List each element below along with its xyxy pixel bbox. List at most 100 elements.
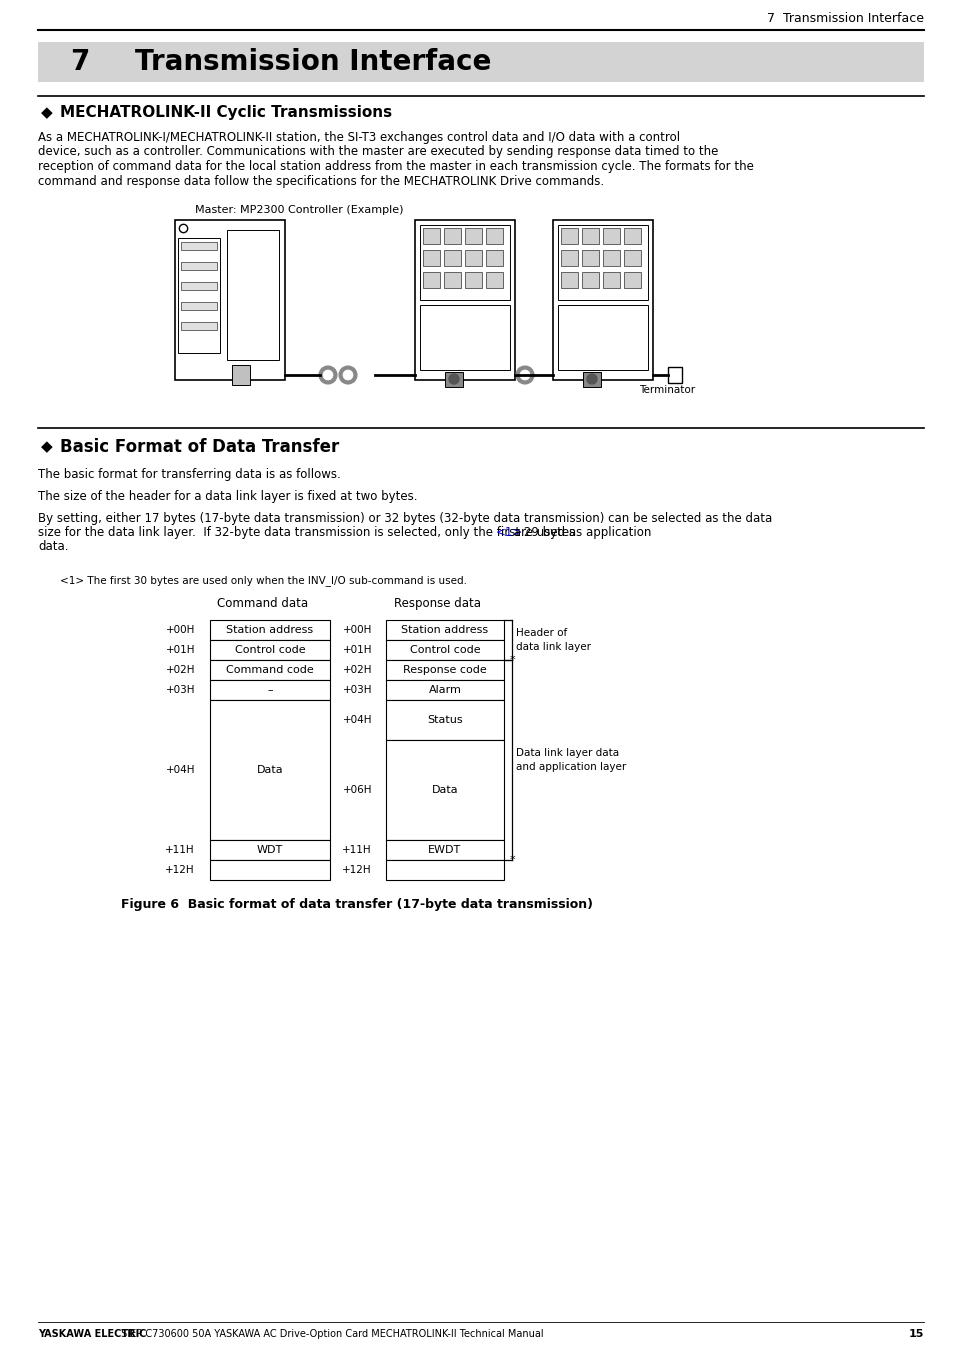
Text: device, such as a controller. Communications with the master are executed by sen: device, such as a controller. Communicat… bbox=[38, 146, 718, 158]
Text: YASKAWA ELECTRIC: YASKAWA ELECTRIC bbox=[38, 1328, 146, 1339]
Bar bbox=[553, 220, 652, 379]
Bar bbox=[386, 640, 503, 660]
Text: Header of
data link layer: Header of data link layer bbox=[516, 628, 590, 652]
Bar bbox=[386, 840, 503, 860]
Bar bbox=[181, 242, 216, 250]
Bar bbox=[181, 262, 216, 270]
Text: 15: 15 bbox=[907, 1328, 923, 1339]
Text: WDT: WDT bbox=[256, 845, 283, 855]
Text: *: * bbox=[509, 855, 515, 865]
Bar bbox=[386, 620, 503, 640]
Text: +11H: +11H bbox=[342, 845, 372, 855]
Text: Data link layer data
and application layer: Data link layer data and application lay… bbox=[516, 748, 625, 772]
Bar bbox=[602, 228, 619, 244]
Bar bbox=[464, 271, 481, 288]
Bar bbox=[419, 225, 510, 300]
Circle shape bbox=[519, 370, 530, 379]
Bar bbox=[443, 228, 460, 244]
Bar bbox=[422, 228, 439, 244]
Bar bbox=[443, 271, 460, 288]
Bar bbox=[667, 367, 681, 383]
Text: +12H: +12H bbox=[342, 865, 372, 875]
Text: Data: Data bbox=[432, 784, 457, 795]
Circle shape bbox=[516, 366, 534, 383]
Text: +01H: +01H bbox=[165, 645, 194, 655]
Circle shape bbox=[318, 366, 336, 383]
Text: As a MECHATROLINK-I/MECHATROLINK-II station, the SI-T3 exchanges control data an: As a MECHATROLINK-I/MECHATROLINK-II stat… bbox=[38, 131, 679, 144]
Text: +00H: +00H bbox=[166, 625, 194, 634]
Bar bbox=[560, 271, 578, 288]
Bar bbox=[485, 271, 502, 288]
Bar bbox=[386, 701, 503, 740]
Text: Station address: Station address bbox=[226, 625, 314, 634]
Bar bbox=[558, 225, 647, 300]
Text: +00H: +00H bbox=[342, 625, 372, 634]
Text: +03H: +03H bbox=[165, 684, 194, 695]
Bar bbox=[560, 250, 578, 266]
Text: +12H: +12H bbox=[165, 865, 194, 875]
Text: +11H: +11H bbox=[165, 845, 194, 855]
Circle shape bbox=[449, 374, 458, 383]
Text: Response code: Response code bbox=[403, 666, 486, 675]
Bar bbox=[623, 271, 640, 288]
Bar bbox=[464, 228, 481, 244]
Bar bbox=[386, 680, 503, 701]
Text: <1>: <1> bbox=[496, 526, 522, 539]
Text: MECHATROLINK-II Cyclic Transmissions: MECHATROLINK-II Cyclic Transmissions bbox=[60, 105, 392, 120]
Text: data.: data. bbox=[38, 540, 69, 553]
Bar bbox=[210, 860, 330, 880]
Bar bbox=[422, 271, 439, 288]
Bar bbox=[581, 250, 598, 266]
Text: +04H: +04H bbox=[165, 765, 194, 775]
Bar bbox=[602, 271, 619, 288]
Bar bbox=[422, 250, 439, 266]
Bar bbox=[581, 228, 598, 244]
Bar bbox=[210, 620, 330, 640]
Text: command and response data follow the specifications for the MECHATROLINK Drive c: command and response data follow the spe… bbox=[38, 174, 603, 188]
Bar bbox=[174, 220, 285, 379]
Text: 7  Transmission Interface: 7 Transmission Interface bbox=[766, 12, 923, 26]
Text: The basic format for transferring data is as follows.: The basic format for transferring data i… bbox=[38, 468, 340, 481]
Bar bbox=[210, 660, 330, 680]
Text: Station address: Station address bbox=[401, 625, 488, 634]
Text: The size of the header for a data link layer is fixed at two bytes.: The size of the header for a data link l… bbox=[38, 490, 417, 504]
Text: Master: MP2300 Controller (Example): Master: MP2300 Controller (Example) bbox=[194, 205, 403, 215]
Bar bbox=[232, 364, 250, 385]
Bar bbox=[386, 860, 503, 880]
Bar bbox=[181, 282, 216, 290]
Bar bbox=[227, 230, 278, 360]
Bar bbox=[181, 323, 216, 329]
Text: +02H: +02H bbox=[165, 666, 194, 675]
Bar bbox=[581, 271, 598, 288]
Bar bbox=[485, 228, 502, 244]
Text: Control code: Control code bbox=[409, 645, 479, 655]
Text: are used as application: are used as application bbox=[510, 526, 651, 539]
Text: +04H: +04H bbox=[342, 716, 372, 725]
Text: ◆: ◆ bbox=[41, 440, 52, 455]
Circle shape bbox=[586, 374, 597, 383]
Bar bbox=[582, 373, 600, 387]
Bar bbox=[181, 302, 216, 311]
Text: Alarm: Alarm bbox=[428, 684, 461, 695]
Text: reception of command data for the local station address from the master in each : reception of command data for the local … bbox=[38, 161, 753, 173]
Bar bbox=[464, 250, 481, 266]
Text: Figure 6  Basic format of data transfer (17-byte data transmission): Figure 6 Basic format of data transfer (… bbox=[121, 898, 593, 911]
Text: –: – bbox=[267, 684, 273, 695]
Text: +03H: +03H bbox=[342, 684, 372, 695]
Text: EWDT: EWDT bbox=[428, 845, 461, 855]
Bar bbox=[386, 660, 503, 680]
Bar bbox=[386, 740, 503, 840]
Bar bbox=[419, 305, 510, 370]
Circle shape bbox=[338, 366, 356, 383]
Text: Status: Status bbox=[427, 716, 462, 725]
Text: +02H: +02H bbox=[342, 666, 372, 675]
Bar bbox=[415, 220, 515, 379]
Bar bbox=[560, 228, 578, 244]
Bar bbox=[210, 640, 330, 660]
Text: Transmission Interface: Transmission Interface bbox=[135, 49, 491, 76]
Bar bbox=[485, 250, 502, 266]
Bar bbox=[443, 250, 460, 266]
Text: By setting, either 17 bytes (17-byte data transmission) or 32 bytes (32-byte dat: By setting, either 17 bytes (17-byte dat… bbox=[38, 512, 771, 525]
Text: SIEP C730600 50A YASKAWA AC Drive-Option Card MECHATROLINK-II Technical Manual: SIEP C730600 50A YASKAWA AC Drive-Option… bbox=[118, 1328, 543, 1339]
Bar bbox=[210, 701, 330, 840]
